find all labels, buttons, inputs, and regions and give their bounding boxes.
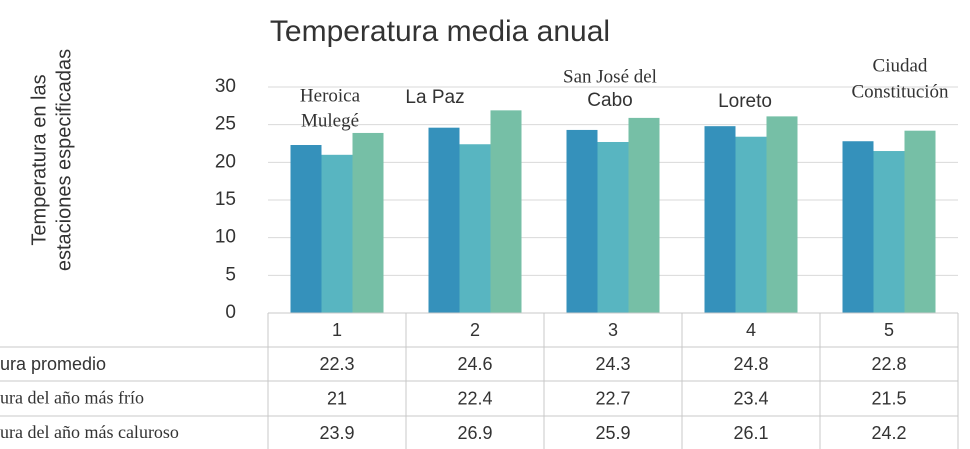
table-value: 24.3: [595, 354, 630, 374]
x-tick-label: 3: [608, 320, 618, 340]
bar: [321, 154, 353, 313]
bar: [735, 136, 767, 313]
bar: [766, 116, 798, 313]
table-value: 22.8: [871, 354, 906, 374]
table-value: 24.6: [457, 354, 492, 374]
bar: [628, 117, 660, 314]
y-tick-label: 20: [215, 151, 236, 172]
bar: [290, 145, 322, 313]
bar: [459, 144, 491, 313]
table-value: 22.7: [595, 388, 630, 408]
y-axis-label-line: Temperatura en las: [28, 74, 50, 245]
legend-label: ura promedio: [0, 354, 106, 374]
table-value: 23.9: [319, 423, 354, 443]
table-value: 24.2: [871, 423, 906, 443]
table-value: 21: [327, 388, 347, 408]
table-value: 26.1: [733, 423, 768, 443]
bar: [904, 130, 936, 313]
y-tick-label: 15: [215, 189, 236, 210]
station-label: Mulegé: [301, 110, 359, 131]
table-value: 25.9: [595, 423, 630, 443]
y-tick-label: 30: [215, 76, 236, 97]
y-tick-label: 0: [225, 302, 236, 323]
y-tick-label: 25: [215, 114, 236, 135]
table-value: 24.8: [733, 354, 768, 374]
x-tick-label: 4: [746, 320, 756, 340]
bar: [704, 126, 736, 313]
station-label: Cabo: [587, 90, 632, 111]
bar: [428, 127, 460, 314]
station-label: San José del: [563, 66, 657, 87]
table-value: 23.4: [733, 388, 768, 408]
y-axis-label: Temperatura en las estaciones especificad…: [28, 49, 75, 271]
table-value: 26.9: [457, 423, 492, 443]
legend-label: ura del año más caluroso: [0, 422, 179, 442]
station-label: Ciudad: [873, 55, 928, 76]
station-label: Heroica: [300, 85, 361, 106]
bar: [873, 151, 905, 313]
table-value: 22.3: [319, 354, 354, 374]
x-tick-label: 2: [470, 320, 480, 340]
table-value: 22.4: [457, 388, 492, 408]
y-tick-label: 10: [215, 227, 236, 248]
y-axis-label-line: estaciones especificadas: [53, 49, 75, 271]
chart-title: Temperatura media anual: [270, 15, 610, 48]
bar: [352, 132, 384, 313]
x-tick-label: 5: [884, 320, 894, 340]
station-label: Loreto: [718, 91, 772, 112]
x-tick-label: 1: [332, 320, 342, 340]
legend-label: ura del año más frío: [0, 388, 144, 408]
bar: [490, 110, 522, 313]
bar: [566, 129, 598, 313]
station-label: Constitución: [851, 81, 949, 102]
table-value: 21.5: [871, 388, 906, 408]
bar: [597, 141, 629, 313]
y-tick-label: 5: [225, 264, 236, 285]
station-label: La Paz: [405, 87, 464, 108]
bar: [842, 141, 874, 313]
